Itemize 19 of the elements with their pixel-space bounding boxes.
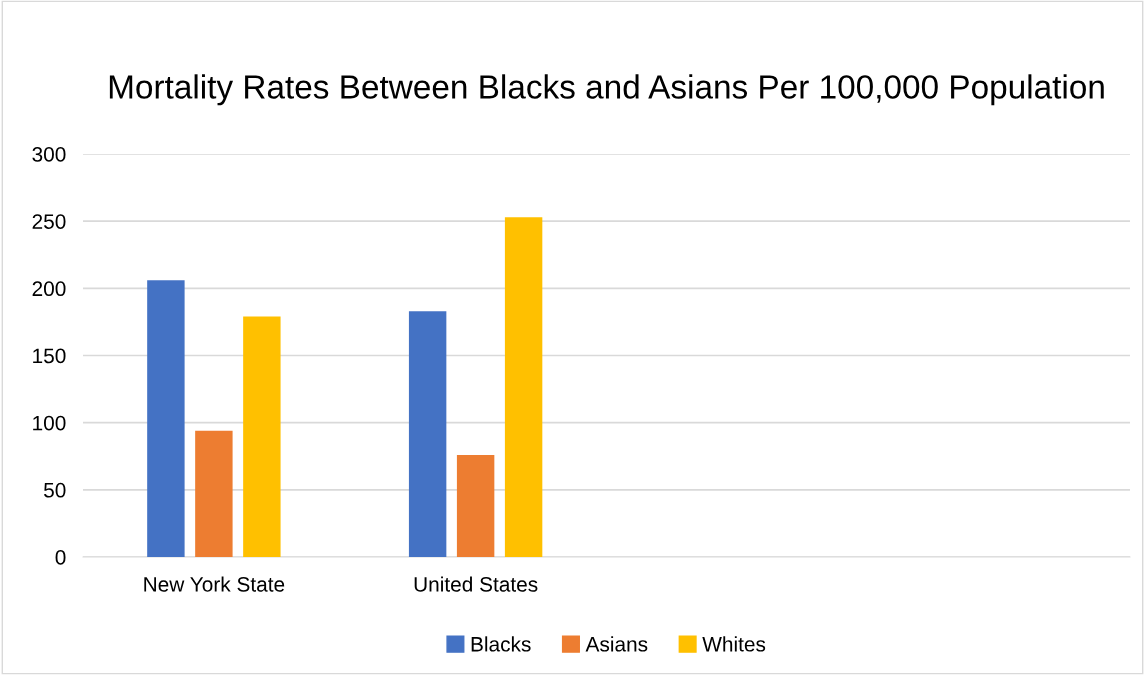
y-tick-label: 200 — [32, 281, 66, 297]
chart-title: Mortality Rates Between Blacks and Asians Per 100,000 Population — [109, 74, 1104, 106]
y-tick-label: 150 — [33, 348, 66, 364]
bar — [456, 454, 495, 557]
x-tick-label: United States — [414, 576, 538, 592]
y-tick-label: 250 — [32, 214, 66, 229]
bar — [195, 430, 233, 557]
legend-label: Blacks — [471, 636, 531, 652]
y-tick-label: 0 — [55, 550, 66, 565]
bar — [504, 217, 543, 557]
y-tick-label: 300 — [32, 147, 66, 162]
bar — [408, 311, 447, 557]
y-tick-label: 50 — [44, 482, 66, 498]
legend-label: Asians — [585, 636, 648, 652]
bar — [147, 280, 185, 557]
legend-label: Whites — [702, 636, 766, 652]
bar — [243, 316, 281, 557]
x-tick-label: New York State — [144, 576, 285, 592]
y-tick-label: 100 — [33, 415, 66, 431]
